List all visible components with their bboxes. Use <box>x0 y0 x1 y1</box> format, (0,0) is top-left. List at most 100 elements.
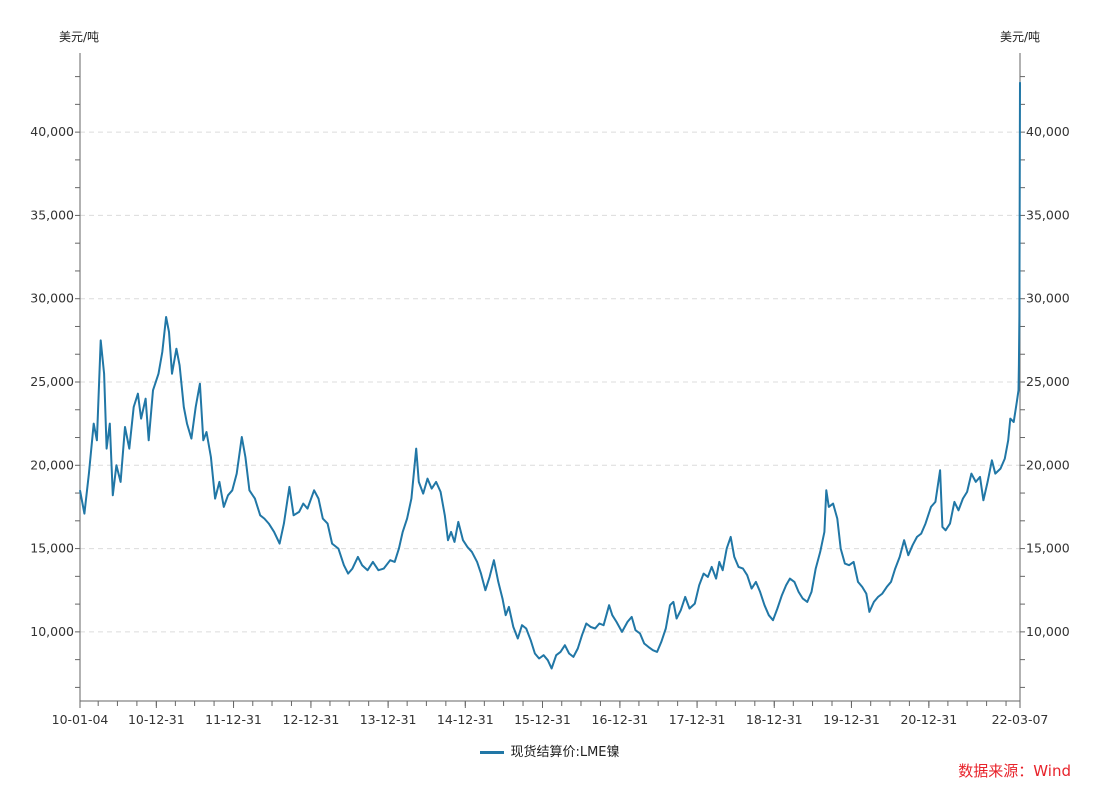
data-point <box>806 601 808 603</box>
data-point <box>214 498 216 500</box>
data-point <box>577 647 579 650</box>
data-point <box>621 631 623 633</box>
left-y-tick-label: 10,000 <box>30 624 74 639</box>
data-point <box>394 561 396 563</box>
data-point <box>96 439 98 441</box>
data-point <box>88 473 90 475</box>
right-y-tick-label: 30,000 <box>1026 291 1070 306</box>
data-point <box>776 607 779 610</box>
data-point <box>372 561 374 563</box>
left-y-tick-label: 35,000 <box>30 207 74 222</box>
data-point <box>698 584 700 586</box>
data-point <box>555 654 557 656</box>
data-point <box>103 373 105 375</box>
data-point <box>877 596 879 598</box>
data-point <box>115 464 117 466</box>
axes: 10,000 10,000 15,000 15,000 20,000 20,000 25,0… <box>30 53 1070 727</box>
data-point <box>763 604 766 606</box>
data-point <box>298 511 300 513</box>
data-point <box>402 531 404 533</box>
data-point <box>730 536 732 538</box>
data-point <box>418 481 420 483</box>
data-point <box>190 438 193 440</box>
legend[interactable]: 现货结算价:LME镍 <box>0 741 1100 760</box>
data-point <box>93 423 95 425</box>
legend-label: 现货结算价:LME镍 <box>510 745 620 760</box>
data-point <box>244 456 246 458</box>
data-point <box>957 509 960 511</box>
data-point <box>327 522 329 525</box>
data-point <box>1017 389 1020 391</box>
data-point <box>144 398 147 400</box>
data-point <box>422 493 424 495</box>
data-point <box>457 521 459 523</box>
data-point <box>248 489 250 491</box>
data-point <box>1004 458 1006 460</box>
data-point <box>802 597 804 600</box>
data-point <box>186 423 188 425</box>
data-point <box>1018 364 1020 366</box>
data-point <box>501 597 504 600</box>
data-point <box>647 646 650 648</box>
data-point <box>819 551 821 553</box>
data-point <box>406 517 408 520</box>
left-y-tick-label: 40,000 <box>30 124 74 139</box>
data-point <box>789 577 791 580</box>
data-point <box>590 626 592 628</box>
data-point <box>471 551 473 553</box>
data-point <box>447 539 449 541</box>
data-point <box>726 547 728 550</box>
data-point <box>466 546 469 548</box>
x-tick-label: 15-12-31 <box>514 712 571 727</box>
data-point <box>525 627 527 630</box>
data-point <box>530 639 532 641</box>
data-point <box>970 473 972 475</box>
data-point <box>825 489 827 491</box>
data-point <box>920 532 922 535</box>
data-point <box>202 439 204 441</box>
legend-swatch <box>480 751 505 754</box>
data-point <box>361 564 363 566</box>
data-point <box>759 591 761 593</box>
data-point <box>594 627 596 630</box>
x-tick-label: 22-03-07 <box>992 712 1049 727</box>
data-point <box>987 481 989 483</box>
data-point <box>652 649 654 651</box>
data-point <box>351 567 353 570</box>
data-point <box>982 499 985 501</box>
data-point <box>124 426 126 428</box>
data-point <box>302 503 304 505</box>
data-point <box>781 594 783 596</box>
data-point <box>453 541 456 543</box>
data-point <box>865 592 867 595</box>
data-point <box>236 473 238 475</box>
data-point <box>337 547 340 550</box>
data-point <box>538 657 540 660</box>
data-point <box>367 569 369 571</box>
right-y-tick-label: 10,000 <box>1026 624 1070 639</box>
right-y-tick-label: 25,000 <box>1026 374 1070 389</box>
data-point <box>881 592 883 595</box>
data-point <box>273 531 275 533</box>
data-point <box>707 576 709 578</box>
data-point <box>439 491 442 493</box>
data-point <box>128 448 130 450</box>
data-point <box>746 574 748 576</box>
data-point <box>259 514 261 516</box>
data-point <box>742 567 744 570</box>
data-point <box>944 529 947 531</box>
data-point <box>398 547 400 550</box>
data-point <box>675 617 678 620</box>
data-point <box>797 591 800 593</box>
data-point <box>218 481 220 483</box>
data-point <box>152 389 154 391</box>
data-point <box>598 622 600 625</box>
right-y-tick-label: 35,000 <box>1026 207 1070 222</box>
data-point <box>772 619 774 621</box>
data-point <box>665 627 667 630</box>
data-point <box>165 316 167 318</box>
data-point <box>279 542 281 545</box>
right-y-tick-label: 15,000 <box>1026 541 1070 556</box>
left-y-tick-label: 30,000 <box>30 291 74 306</box>
